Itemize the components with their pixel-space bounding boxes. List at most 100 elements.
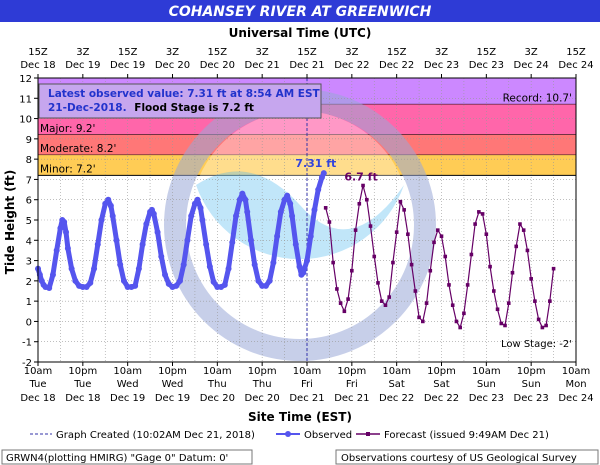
- observed-point: [53, 247, 60, 254]
- forecast-point: [335, 287, 339, 291]
- top-tick-date: Dec 23: [424, 60, 459, 71]
- bottom-axis-label: Site Time (EST): [248, 410, 352, 424]
- legend-forecast: Forecast (issued 9:49AM Dec 21): [384, 430, 549, 441]
- observed-point: [296, 263, 303, 270]
- observed-point: [64, 245, 71, 252]
- forecast-point: [387, 295, 391, 299]
- forecast-point: [469, 252, 474, 257]
- forecast-point: [473, 222, 477, 226]
- observed-point: [236, 196, 243, 203]
- forecast-point: [435, 228, 440, 232]
- observed-peak-label: 7.31 ft: [295, 157, 336, 170]
- forecast-point: [402, 208, 406, 212]
- observed-point: [83, 283, 90, 290]
- bottom-tick-date: Dec 21: [289, 393, 324, 404]
- forecast-point: [376, 281, 380, 285]
- bottom-tick-day: Mon: [565, 379, 586, 390]
- bottom-tick-time: 10pm: [248, 366, 277, 377]
- bottom-tick-day: Fri: [346, 379, 358, 390]
- observed-point: [197, 204, 204, 211]
- legend-observed: Observed: [304, 430, 352, 441]
- observed-point: [284, 192, 291, 199]
- top-tick-date: Dec 21: [245, 60, 280, 71]
- bottom-tick-date: Dec 18: [65, 393, 100, 404]
- top-tick-date: Dec 23: [469, 60, 504, 71]
- forecast-series: [323, 183, 556, 330]
- forecast-point: [506, 301, 511, 305]
- forecast-point: [338, 301, 343, 305]
- top-tick-time: 15Z: [297, 47, 317, 58]
- top-tick-time: 15Z: [208, 47, 228, 58]
- bottom-tick-day: Sat: [433, 379, 449, 390]
- bottom-tick-day: Sun: [477, 379, 496, 390]
- observed-point: [315, 186, 322, 193]
- top-tick-time: 3Z: [525, 47, 538, 58]
- observed-point: [292, 241, 299, 248]
- bottom-tick-labels: 10am Tue Dec 18 10pm Tue Dec 18 10am Wed Dec 19 1…: [20, 362, 594, 404]
- forecast-point: [525, 248, 530, 253]
- observed-point: [320, 170, 327, 177]
- top-axis-label: Universal Time (UTC): [229, 26, 372, 40]
- top-tick-date: Dec 22: [334, 60, 369, 71]
- observed-point: [262, 282, 269, 289]
- bottom-tick-date: Dec 23: [469, 393, 504, 404]
- observed-point: [289, 212, 296, 219]
- observed-point: [311, 206, 318, 213]
- top-tick-time: 3Z: [76, 47, 89, 58]
- band-label-minor: Minor: 7.2': [40, 163, 96, 175]
- bottom-tick-time: 10am: [382, 366, 411, 377]
- top-tick-labels: 15Z Dec 18 3Z Dec 19 15Z Dec 19 3Z Dec 20 15Z Dec…: [20, 47, 594, 78]
- top-tick-date: Dec 19: [65, 60, 100, 71]
- forecast-point: [357, 201, 362, 206]
- legend-observed-marker: [285, 431, 291, 437]
- forecast-point: [480, 212, 485, 216]
- forecast-point: [447, 283, 451, 287]
- bottom-tick-day: Wed: [162, 379, 184, 390]
- forecast-point: [544, 323, 548, 328]
- observed-point: [277, 208, 284, 215]
- bottom-tick-date: Dec 21: [334, 393, 369, 404]
- footer-datum: GRWN4(plotting HMIRG) "Gage 0" Datum: 0': [6, 453, 228, 464]
- title-bar: [0, 0, 600, 22]
- forecast-point: [492, 289, 496, 293]
- forecast-point: [503, 323, 507, 328]
- observed-point: [113, 237, 120, 244]
- footer-credit: Observations courtesy of US Geological S…: [341, 453, 577, 464]
- bottom-tick-day: Tue: [73, 379, 91, 390]
- forecast-point: [327, 220, 332, 224]
- observed-point: [176, 277, 183, 284]
- top-tick-time: 15Z: [477, 47, 497, 58]
- top-tick-date: Dec 18: [20, 60, 55, 71]
- observed-point: [154, 229, 161, 236]
- observed-point: [199, 217, 206, 223]
- observed-point: [87, 279, 94, 286]
- forecast-point: [421, 319, 425, 324]
- observed-point: [49, 271, 56, 278]
- forecast-peak-label: 6.7 ft: [344, 171, 377, 184]
- forecast-point: [540, 325, 545, 330]
- observed-point: [188, 212, 195, 219]
- top-tick-date: Dec 19: [110, 60, 145, 71]
- bottom-tick-time: 10pm: [68, 366, 97, 377]
- observed-point: [132, 282, 139, 289]
- bottom-tick-time: 10am: [562, 366, 591, 377]
- bottom-tick-day: Tue: [28, 379, 46, 390]
- forecast-point: [361, 183, 365, 188]
- forecast-point: [450, 303, 455, 307]
- observed-point: [304, 257, 310, 264]
- forecast-point: [331, 260, 335, 265]
- observed-point: [255, 277, 262, 284]
- top-tick-date: Dec 22: [379, 60, 414, 71]
- observed-point: [274, 233, 281, 240]
- bottom-tick-day: Sun: [522, 379, 541, 390]
- bottom-tick-date: Dec 19: [110, 393, 145, 404]
- observed-point: [194, 196, 201, 203]
- top-tick-date: Dec 24: [558, 60, 593, 71]
- footer: GRWN4(plotting HMIRG) "Gage 0" Datum: 0'…: [1, 449, 599, 465]
- observed-series: [35, 170, 327, 291]
- observed-point: [266, 277, 273, 284]
- observed-point: [300, 269, 307, 276]
- observed-point: [251, 261, 258, 268]
- top-tick-date: Dec 21: [289, 60, 324, 71]
